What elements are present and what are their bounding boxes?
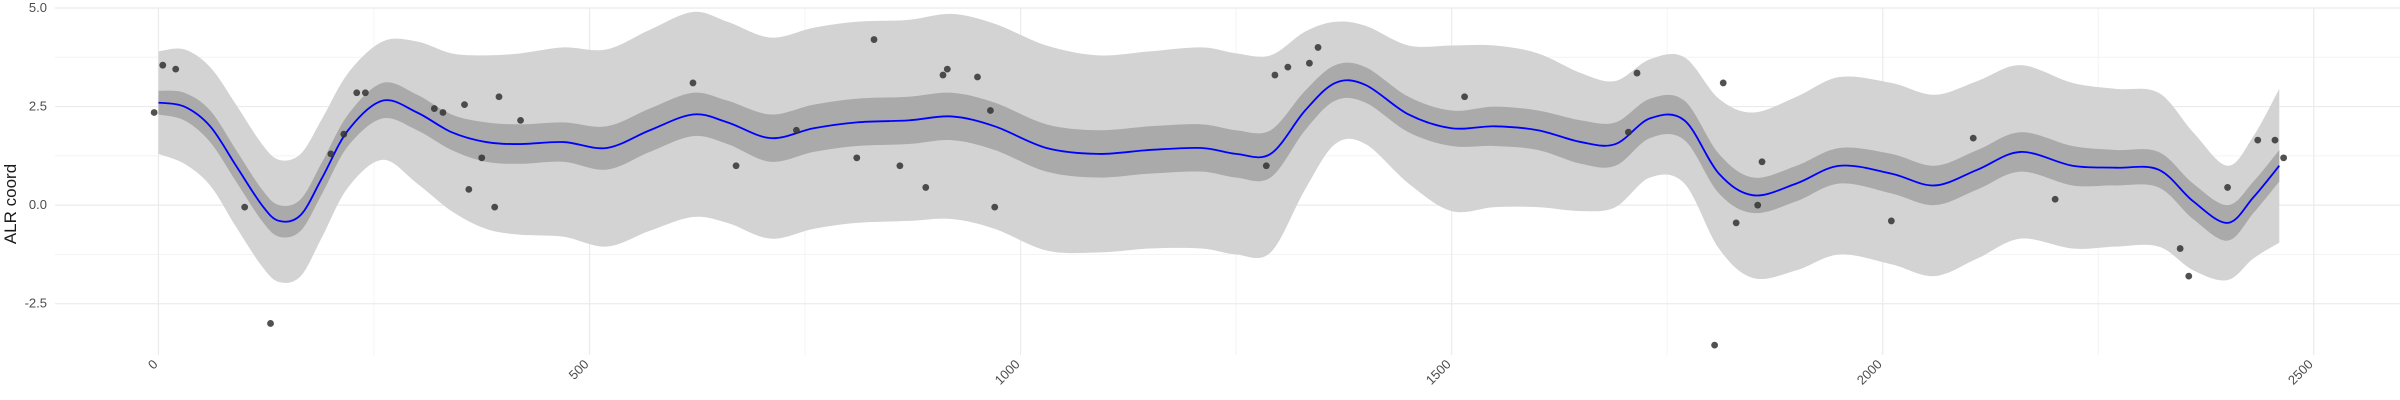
data-point [991,203,999,211]
data-point [1284,63,1292,71]
data-point [478,154,486,162]
data-point [2271,136,2279,144]
data-point [853,154,861,162]
data-point [2176,245,2184,252]
data-point [1262,162,1270,170]
data-point [1758,158,1766,166]
data-point [689,79,697,87]
data-point [150,109,158,116]
data-point [1754,201,1762,209]
data-point [896,162,904,170]
y-tick-label: -2.5 [25,296,47,311]
data-point [2254,136,2262,144]
data-point [430,105,438,112]
data-point [1314,44,1322,51]
data-point [1719,79,1727,87]
data-point [439,109,447,116]
data-point [1969,134,1977,142]
data-point [1633,69,1641,77]
data-point [241,203,249,211]
data-point [1887,217,1895,225]
data-point [870,36,878,43]
data-point [974,73,981,81]
mean-line-group [158,79,2280,224]
data-point [461,101,468,109]
confidence-bands [158,11,2280,283]
data-point [1461,93,1468,101]
data-point [943,65,951,73]
y-axis-title: ALR coord [1,164,20,244]
data-point [987,107,994,114]
data-point [159,61,167,69]
data-point [922,184,930,191]
inner-confidence-band [158,62,2280,241]
data-point [793,126,800,134]
data-point [491,203,499,211]
data-point [2280,154,2288,162]
data-point [1711,341,1719,349]
data-point [517,116,524,124]
data-point [340,130,348,138]
data-point [1732,219,1740,227]
data-point [1624,128,1632,136]
data-point [361,89,369,97]
y-axis-tick-labels: -2.5 0.0 2.5 5.0 [25,0,47,311]
y-tick-label: 5.0 [29,0,47,15]
data-point [353,89,361,97]
data-point [172,65,180,73]
data-point [939,71,947,79]
data-point [2185,272,2193,280]
data-points [150,36,2288,349]
mean-line [158,79,2280,224]
data-point [2224,184,2231,191]
data-point [327,150,335,158]
data-point [1271,71,1279,79]
data-point [267,320,274,327]
data-point [732,162,740,170]
data-point [465,185,473,193]
y-tick-label: 2.5 [29,99,47,114]
data-point [1306,59,1313,67]
data-point [2051,195,2059,203]
y-tick-label: 0.0 [29,197,47,212]
data-point [495,93,503,101]
